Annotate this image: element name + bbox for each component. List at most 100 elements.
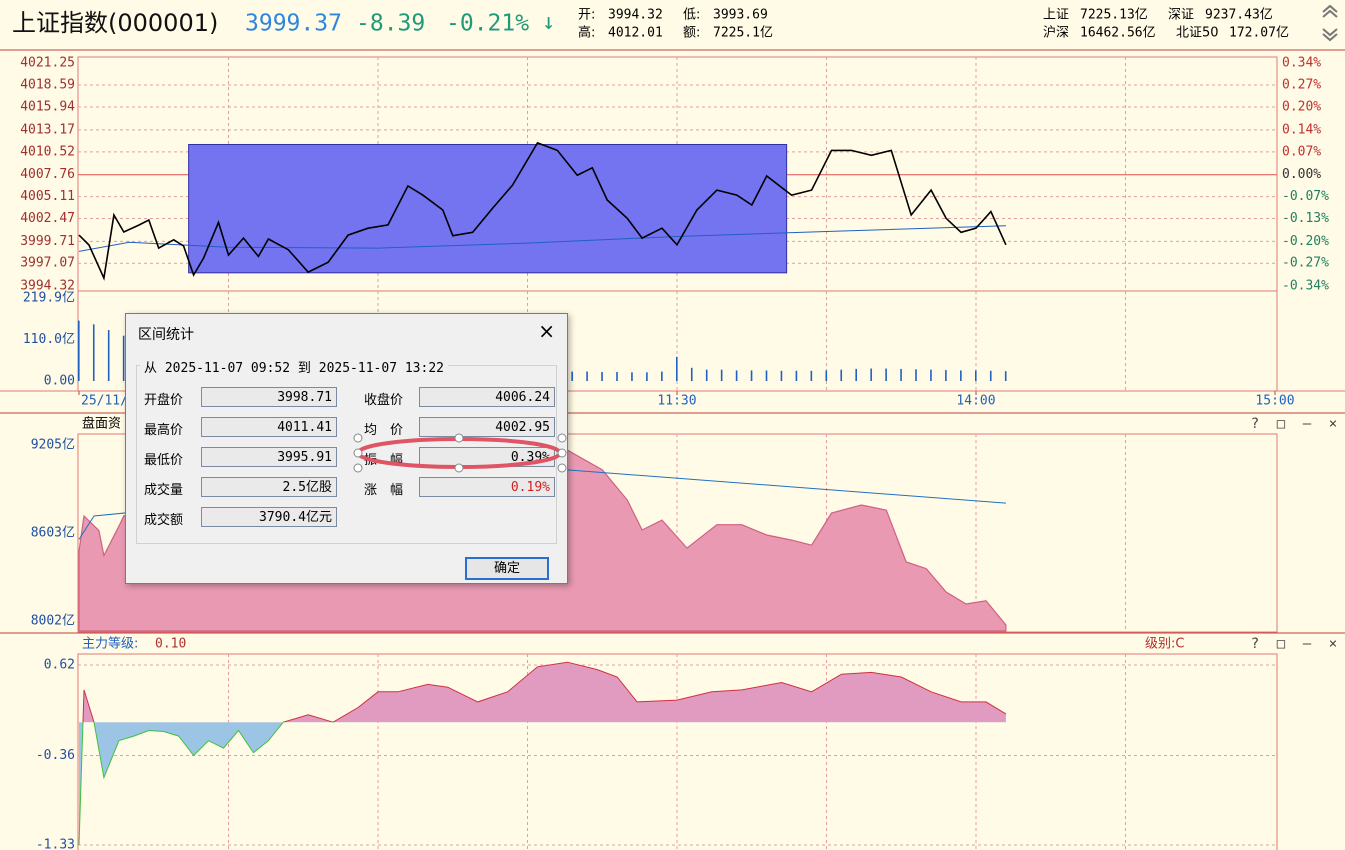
down-arrow: ↓ (542, 10, 555, 35)
pct-tick-label: 0.00% (1282, 167, 1321, 182)
market-label: 深证 (1168, 8, 1194, 23)
price-tick-label: 3994.32 (20, 279, 75, 294)
stat-value: 3993.69 (713, 8, 768, 23)
price-tick-label: 4013.17 (20, 122, 75, 137)
to-time: 2025-11-07 13:22 (318, 361, 444, 376)
price-tick-label: 4007.76 (20, 167, 75, 182)
panel-control: □ (1277, 416, 1286, 432)
pct-tick-label: -0.07% (1282, 189, 1329, 204)
ok-button[interactable]: 确定 (465, 557, 549, 580)
time-tick-label: 14:00 (956, 394, 995, 409)
force-title: 主力等级: (82, 636, 138, 652)
field-value: 4002.95 (419, 417, 555, 437)
field-label: 开盘价 (144, 393, 184, 408)
from-time: 2025-11-07 09:52 (164, 361, 291, 376)
volume-bar (989, 370, 992, 381)
time-tick-label: 25/11/ (81, 394, 128, 409)
volume-bar (78, 320, 80, 381)
price-tick-label: 4010.52 (20, 144, 75, 159)
volume-bar (661, 371, 663, 381)
index-change-pct: -0.21% (446, 11, 529, 37)
field-value: 3998.71 (201, 387, 337, 407)
time-tick-label: 11:30 (657, 394, 696, 409)
volume-bar (855, 368, 857, 381)
field-label: 收盘价 (364, 393, 404, 408)
pct-tick-label: 0.27% (1282, 78, 1321, 93)
field-value: 4011.41 (201, 417, 337, 437)
price-line (78, 141, 1007, 281)
volume-bar (825, 370, 828, 381)
force-line-positive (82, 661, 1007, 723)
field-value: 0.39% (419, 447, 555, 467)
volume-bar (840, 369, 843, 381)
stat-label: 高: (578, 25, 595, 41)
volume-bar (930, 369, 932, 381)
index-price: 3999.37 (245, 11, 342, 37)
market-label: 沪深 (1043, 25, 1069, 41)
panel-control: □ (1277, 636, 1286, 652)
volume-bar (915, 369, 917, 381)
to-label: 到 (297, 361, 311, 376)
volume-bar (571, 371, 573, 381)
price-tick-label: 4018.59 (20, 78, 75, 93)
price-tick-label: 3997.07 (20, 256, 75, 271)
volume-bar (92, 324, 95, 381)
volume-tick-label: 110.0亿 (23, 332, 75, 347)
field-label: 成交量 (144, 483, 184, 498)
force-level: 级别:C (1145, 637, 1184, 652)
volume-bar (870, 368, 872, 381)
volume-bar (616, 371, 618, 381)
market-value: 172.07亿 (1229, 26, 1289, 41)
panel-control: — (1303, 416, 1312, 432)
stat-value: 3994.32 (608, 8, 663, 23)
stat-label: 开: (578, 8, 595, 23)
market-value: 16462.56亿 (1080, 26, 1156, 41)
scroll-icon (1322, 4, 1338, 42)
price-tick-label: 4021.25 (20, 56, 75, 71)
force-tick-label: 0.62 (44, 658, 75, 673)
field-value: 3995.91 (201, 447, 337, 467)
volume-bar (631, 372, 633, 381)
volume-bar (765, 370, 768, 381)
average-line (78, 225, 1006, 252)
force-tick-label: -0.36 (36, 748, 75, 763)
funds-title: 盘面资 (82, 416, 121, 432)
volume-bar (601, 371, 603, 381)
range-text: 从 2025-11-07 09:52 到 2025-11-07 13:22 (140, 357, 448, 376)
index-change: -8.39 (356, 11, 425, 37)
range-stats-dialog: 区间统计 × 从 2025-11-07 09:52 到 2025-11-07 1… (125, 313, 568, 584)
pct-tick-label: -0.13% (1282, 211, 1329, 226)
index-name: 上证指数(000001) (12, 9, 218, 37)
volume-bar (690, 367, 693, 381)
volume-bar (780, 370, 783, 381)
force-value: 0.10 (155, 637, 186, 652)
volume-bar (122, 335, 125, 381)
funds-tick-label: 8603亿 (31, 526, 75, 541)
volume-bar (735, 370, 738, 381)
volume-tick-label: 0.00 (44, 374, 75, 389)
panel-control: × (1329, 636, 1337, 652)
volume-bar (720, 369, 723, 381)
field-value: 2.5亿股 (201, 477, 337, 497)
market-label: 北证50 (1176, 26, 1219, 41)
header-bar (0, 0, 1345, 50)
volume-bar (705, 369, 708, 381)
volume-bar (586, 371, 588, 381)
volume-bar (676, 356, 678, 381)
volume-tick-label: 219.9亿 (23, 291, 75, 306)
stat-value: 7225.1亿 (713, 26, 773, 41)
market-value: 7225.13亿 (1080, 8, 1148, 23)
price-tick-label: 4005.11 (20, 189, 75, 204)
force-tick-label: -1.33 (36, 838, 75, 850)
volume-bar (795, 370, 798, 381)
pct-tick-label: 0.20% (1282, 99, 1321, 114)
close-button[interactable]: × (538, 319, 555, 343)
volume-bar (885, 368, 887, 381)
price-tick-label: 4015.94 (20, 99, 75, 114)
field-label: 涨 幅 (364, 483, 404, 498)
pct-tick-label: -0.27% (1282, 256, 1329, 271)
pct-tick-label: 0.34% (1282, 56, 1321, 71)
volume-bar (975, 370, 977, 381)
funds-tick-label: 8002亿 (31, 614, 75, 629)
volume-bar (960, 370, 962, 381)
